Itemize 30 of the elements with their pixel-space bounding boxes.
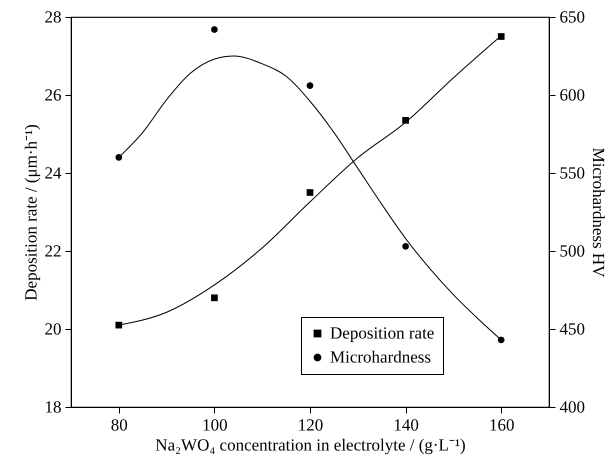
point — [115, 154, 122, 161]
y-tick-label: 24 — [44, 164, 62, 182]
point — [498, 33, 505, 40]
y-tick-label: 22 — [44, 242, 62, 260]
x-tick-label: 140 — [393, 416, 419, 434]
point — [306, 189, 314, 196]
y2-tick-label: 650 — [560, 8, 585, 26]
y2-tick-label: 550 — [560, 164, 585, 182]
y-tick-label: 18 — [44, 398, 62, 416]
x-tick-label: 80 — [110, 416, 128, 434]
x-tick-label: 100 — [202, 416, 228, 434]
y-axis-title: Deposition rate / (μm·h⁻¹) — [22, 124, 40, 301]
legend-label: Deposition rate — [330, 324, 434, 342]
legend-label: Microhardness — [330, 348, 432, 366]
x-axis-title: Na₂WO₄ concentration in electrolyte / (g·L⁻¹) — [155, 436, 466, 454]
point — [211, 294, 218, 302]
point — [306, 82, 314, 89]
y2-axis-title: Microhardness HV — [589, 148, 608, 278]
y2-tick-label: 500 — [560, 242, 585, 260]
y-tick-label: 26 — [44, 86, 62, 104]
point — [115, 322, 122, 328]
y2-tick-label: 600 — [560, 86, 585, 104]
point — [402, 242, 409, 250]
y-tick-label: 20 — [44, 320, 62, 338]
x-tick-label: 160 — [488, 416, 514, 434]
point — [211, 26, 218, 33]
y2-tick-label: 400 — [560, 398, 585, 416]
y2-tick-label: 450 — [560, 320, 585, 338]
y-tick-label: 28 — [44, 8, 62, 26]
x-tick-label: 120 — [298, 416, 324, 434]
